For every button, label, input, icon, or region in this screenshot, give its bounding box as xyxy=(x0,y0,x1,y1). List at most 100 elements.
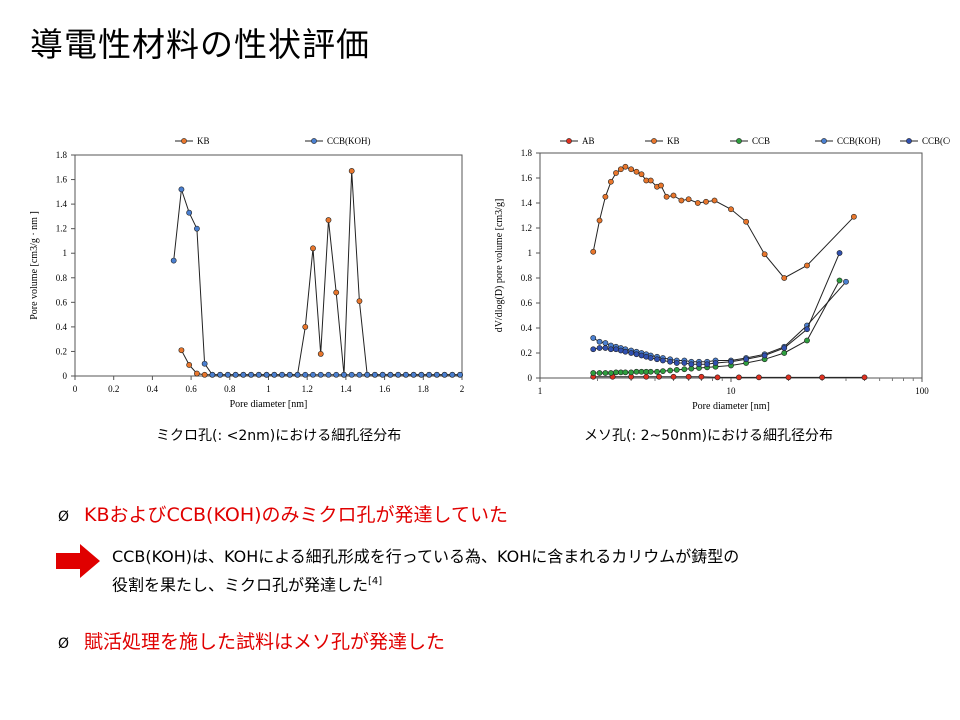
data-point xyxy=(433,371,440,378)
caption-mesopore: メソ孔(: 2~50nm)における細孔径分布 xyxy=(584,428,834,444)
data-point xyxy=(607,178,614,185)
data-point xyxy=(613,170,619,176)
data-point xyxy=(711,197,718,204)
data-point xyxy=(743,356,750,363)
data-point xyxy=(286,371,293,378)
data-point xyxy=(622,348,629,355)
legend-label: KB xyxy=(667,136,680,146)
data-point xyxy=(628,369,635,376)
data-point xyxy=(217,371,224,378)
data-point xyxy=(333,371,340,378)
y-tick-label: 1.6 xyxy=(521,173,533,183)
data-point xyxy=(667,367,674,374)
data-point xyxy=(310,245,316,252)
y-tick-label: 0 xyxy=(528,373,533,383)
data-point xyxy=(761,352,768,359)
data-point xyxy=(743,218,750,225)
data-point xyxy=(170,257,177,264)
data-point xyxy=(698,373,705,380)
data-point xyxy=(850,213,857,220)
data-point xyxy=(240,371,247,378)
data-point xyxy=(819,374,826,381)
y-tick-label: 0.2 xyxy=(521,348,532,358)
data-point xyxy=(356,371,363,378)
bullet-2-text: 賦活処理を施した試料はメソ孔が発達した xyxy=(84,631,446,653)
data-point xyxy=(201,371,208,378)
data-point xyxy=(703,198,709,205)
y-tick-label: 1.6 xyxy=(56,175,68,185)
explanation-line-1: CCB(KOH)は、KOHによる細孔形成を行っている為、KOHに含まれるカリウム… xyxy=(112,547,740,566)
data-point xyxy=(761,251,768,258)
data-point xyxy=(602,340,609,346)
data-point xyxy=(681,360,688,366)
x-tick-label: 1.8 xyxy=(418,384,430,394)
data-point xyxy=(410,371,417,378)
x-axis-label: Pore diameter [nm] xyxy=(692,401,770,412)
data-point xyxy=(325,371,332,378)
data-point xyxy=(861,374,868,381)
legend-label: KB xyxy=(197,136,210,146)
data-point xyxy=(685,373,692,380)
data-point xyxy=(271,371,278,378)
x-tick-label: 0.2 xyxy=(108,384,119,394)
x-tick-label: 1.6 xyxy=(379,384,391,394)
legend-marker xyxy=(181,138,187,144)
data-point xyxy=(607,370,614,376)
y-tick-label: 1.4 xyxy=(521,198,533,208)
data-point xyxy=(248,371,254,378)
data-point xyxy=(654,368,660,375)
legend-marker xyxy=(736,138,742,144)
data-point xyxy=(728,358,734,365)
bullet-1-text: KBおよびCCB(KOH)のみミクロ孔が発達していた xyxy=(84,504,508,526)
data-point xyxy=(663,193,670,200)
data-point xyxy=(633,368,640,375)
data-point xyxy=(602,370,609,376)
data-point xyxy=(673,360,680,366)
data-point xyxy=(658,182,664,189)
data-point xyxy=(728,206,734,213)
data-point xyxy=(667,358,674,365)
bullet-1: Ø KBおよびCCB(KOH)のみミクロ孔が発達していた xyxy=(58,500,508,527)
data-point xyxy=(356,298,363,305)
data-point xyxy=(194,225,200,232)
data-point xyxy=(622,369,629,376)
data-point xyxy=(201,360,208,367)
data-point xyxy=(804,262,810,269)
data-point xyxy=(670,373,677,380)
data-point xyxy=(302,323,309,330)
data-point xyxy=(294,371,301,378)
data-point xyxy=(387,371,394,378)
right-arrow-icon xyxy=(56,544,100,578)
y-tick-label: 0.4 xyxy=(521,323,533,333)
legend-marker xyxy=(906,138,912,144)
slide-title: 導電性材料の性状評価 xyxy=(30,25,370,64)
data-point xyxy=(590,335,597,341)
data-point xyxy=(255,371,262,378)
data-point xyxy=(638,368,645,375)
data-point xyxy=(704,361,711,368)
data-point xyxy=(418,371,425,378)
data-point xyxy=(628,166,635,173)
legend-label: CCB xyxy=(752,136,770,146)
data-point xyxy=(613,346,619,353)
plot-frame xyxy=(74,154,463,377)
data-point xyxy=(224,371,231,378)
data-point xyxy=(186,209,193,216)
y-tick-label: 0.4 xyxy=(56,322,68,332)
data-point xyxy=(628,350,635,356)
data-point xyxy=(647,368,654,375)
explanation-line-2: 役割を果たし、ミクロ孔が発達した[4] xyxy=(112,569,912,597)
data-point xyxy=(348,371,355,378)
data-point xyxy=(449,371,456,378)
x-tick-label: 0.6 xyxy=(185,384,197,394)
x-axis-label: Pore diameter [nm] xyxy=(230,399,308,410)
bullet-marker-icon: Ø xyxy=(58,509,70,525)
data-point xyxy=(756,374,762,381)
data-point xyxy=(785,374,792,381)
data-point xyxy=(232,371,239,378)
x-tick-label: 1 xyxy=(538,386,543,396)
y-tick-label: 0.6 xyxy=(521,298,533,308)
data-point xyxy=(678,197,685,204)
data-point xyxy=(622,163,629,170)
data-point xyxy=(736,374,742,381)
